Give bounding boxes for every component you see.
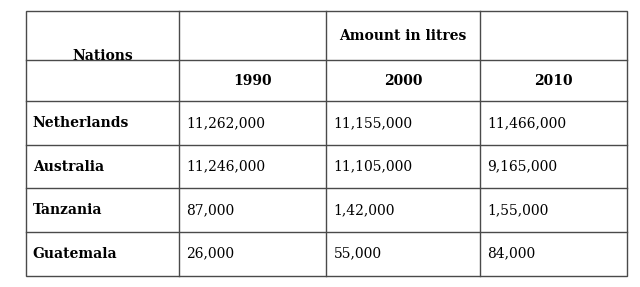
- Text: Australia: Australia: [33, 160, 104, 174]
- Text: 11,262,000: 11,262,000: [186, 116, 265, 130]
- Text: 11,105,000: 11,105,000: [333, 160, 413, 174]
- Text: Nations: Nations: [72, 49, 132, 63]
- Text: 11,155,000: 11,155,000: [333, 116, 413, 130]
- Text: 11,466,000: 11,466,000: [487, 116, 566, 130]
- Text: 55,000: 55,000: [333, 247, 381, 261]
- Text: 87,000: 87,000: [186, 203, 234, 217]
- Text: 84,000: 84,000: [487, 247, 535, 261]
- Text: Guatemala: Guatemala: [33, 247, 118, 261]
- Text: 1990: 1990: [234, 74, 272, 88]
- Text: 1,55,000: 1,55,000: [487, 203, 548, 217]
- Text: 26,000: 26,000: [186, 247, 234, 261]
- Text: 9,165,000: 9,165,000: [487, 160, 557, 174]
- Text: 1,42,000: 1,42,000: [333, 203, 395, 217]
- Text: 2000: 2000: [384, 74, 422, 88]
- Text: Amount in litres: Amount in litres: [339, 29, 467, 43]
- Text: 11,246,000: 11,246,000: [186, 160, 266, 174]
- Text: Tanzania: Tanzania: [33, 203, 102, 217]
- Text: 2010: 2010: [534, 74, 573, 88]
- Text: Netherlands: Netherlands: [33, 116, 129, 130]
